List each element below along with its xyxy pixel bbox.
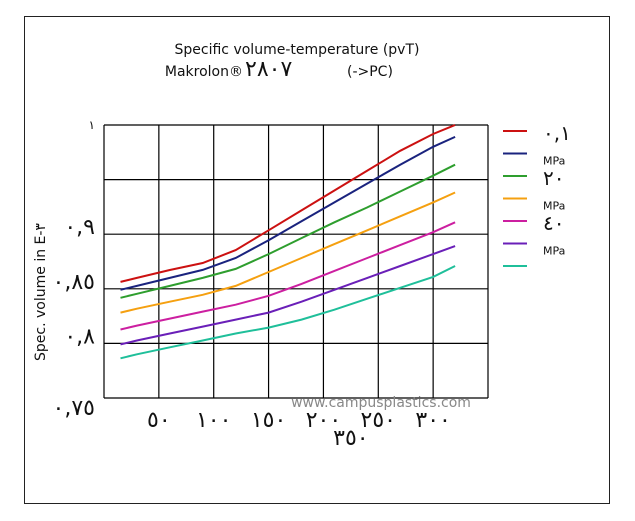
y-tick-label: ٠,٩: [64, 215, 95, 240]
legend-label: MPa: [543, 245, 565, 258]
chart-title: Specific volume-temperature (pvT): [175, 42, 420, 58]
x-tick-label: ٢٥٠: [361, 408, 396, 433]
series-line-5: [120, 221, 456, 331]
legend-label: ٤٠: [543, 211, 564, 235]
x-tick-label: ٣٥٠: [333, 426, 368, 451]
plot-grid: [103, 124, 489, 399]
y-axis-label: Spec. volume in E-٣: [33, 223, 49, 361]
chart-subtitle-suffix: (->PC): [347, 64, 393, 80]
chart-frame: Specific volume-temperature (pvT) Makrol…: [24, 16, 610, 504]
series-line-7: [120, 265, 456, 360]
watermark: www.campusplastics.com: [291, 395, 471, 411]
y-tick-label: ٠,٧٥: [53, 396, 95, 421]
pvt-chart: Specific volume-temperature (pvT) Makrol…: [33, 42, 571, 451]
series-line-1: [120, 124, 456, 283]
y-tick-label: ٠,٨: [64, 324, 95, 349]
series-line-3: [120, 163, 456, 299]
x-tick-label: ١٥٠: [251, 408, 286, 433]
x-tick-label: ١٠٠: [196, 408, 231, 433]
series-line-2: [120, 135, 456, 291]
legend-label: ٢٠: [543, 166, 564, 190]
x-tick-labels: ٥٠ ١٠٠ ١٥٠ ٢٠٠ ٢٥٠ ٣٠٠ ٣٥٠: [147, 408, 451, 451]
x-tick-label: ٣٠٠: [415, 408, 450, 433]
x-tick-label: ٢٠٠: [306, 408, 341, 433]
y-tick-label: ٠,٨٥: [53, 270, 95, 295]
series-line-6: [120, 245, 456, 346]
data-series: [120, 124, 456, 360]
legend-label: MPa: [543, 155, 565, 168]
legend-label: MPa: [543, 200, 565, 213]
chart-subtitle-number: ٢٨٠٧: [245, 57, 292, 82]
x-tick-label: ٥٠: [147, 408, 171, 433]
y-tick-labels: ٠,٧٥ ٠,٨ ٠,٨٥ ٠,٩ ١: [53, 118, 96, 421]
y-tick-label: ١: [89, 118, 95, 132]
series-line-4: [120, 191, 456, 314]
legend-label: ٠,١: [543, 121, 571, 145]
chart-subtitle-prefix: Makrolon®: [165, 64, 243, 80]
